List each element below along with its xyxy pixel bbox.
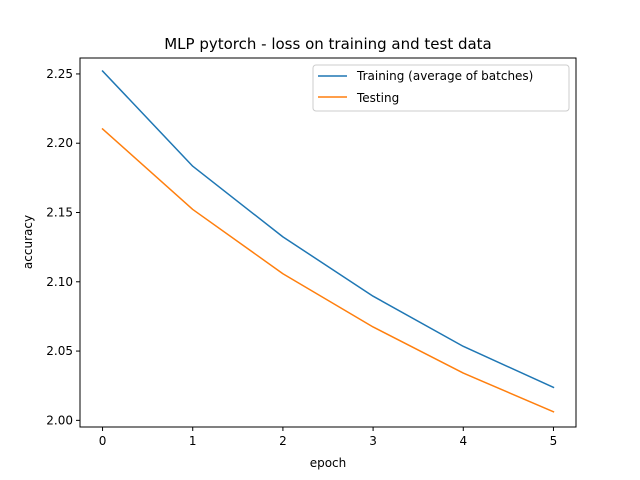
legend-label-testing: Testing	[356, 91, 399, 105]
x-tick-label: 1	[189, 434, 197, 448]
axis-ticks: 0 1 2 3 4 5 2.00 2.05 2.10 2.15 2.20 2.25	[46, 67, 557, 448]
series-line-testing	[101, 127, 555, 413]
y-tick-label: 2.20	[46, 136, 73, 150]
x-tick-label: 0	[99, 434, 107, 448]
series-line-training	[101, 69, 555, 389]
y-tick-label: 2.05	[46, 344, 73, 358]
plot-frame	[79, 57, 577, 428]
chart-title: MLP pytorch - loss on training and test …	[164, 35, 492, 53]
legend-label-training: Training (average of batches)	[356, 69, 533, 83]
x-tick-label: 4	[459, 434, 467, 448]
legend: Training (average of batches) Testing	[312, 64, 570, 112]
y-tick-label: 2.10	[46, 275, 73, 289]
x-tick-label: 2	[279, 434, 287, 448]
y-tick-label: 2.00	[46, 413, 73, 427]
y-tick-label: 2.25	[46, 67, 73, 81]
y-tick-label: 2.15	[46, 206, 73, 220]
legend-box	[312, 64, 570, 112]
x-tick-label: 3	[369, 434, 377, 448]
x-axis-label: epoch	[310, 456, 347, 470]
series-lines	[101, 69, 555, 413]
plot-area	[80, 58, 576, 427]
y-axis-label: accuracy	[21, 215, 35, 269]
x-tick-label: 5	[550, 434, 558, 448]
